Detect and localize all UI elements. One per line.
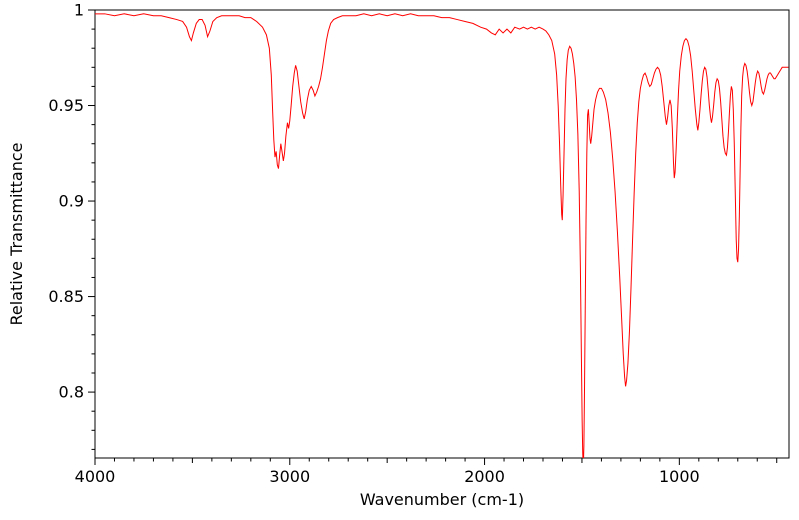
x-tick-label: 2000 [464, 467, 505, 486]
y-tick-label: 0.8 [59, 383, 84, 402]
axis-ticks: 4000 3000 2000 1000 0.8 0.85 0.9 0.95 1 [48, 1, 778, 486]
y-axis-title: Relative Transmittance [7, 142, 26, 325]
x-axis-title: Wavenumber (cm-1) [360, 490, 524, 509]
y-tick-label: 1 [74, 1, 84, 20]
y-tick-label: 0.85 [48, 287, 84, 306]
y-tick-label: 0.95 [48, 96, 84, 115]
x-tick-label: 1000 [659, 467, 700, 486]
y-tick-label: 0.9 [59, 192, 84, 211]
plot-area [94, 9, 790, 459]
spectrum-line [95, 13, 789, 458]
x-tick-label: 3000 [269, 467, 310, 486]
x-tick-label: 4000 [75, 467, 116, 486]
